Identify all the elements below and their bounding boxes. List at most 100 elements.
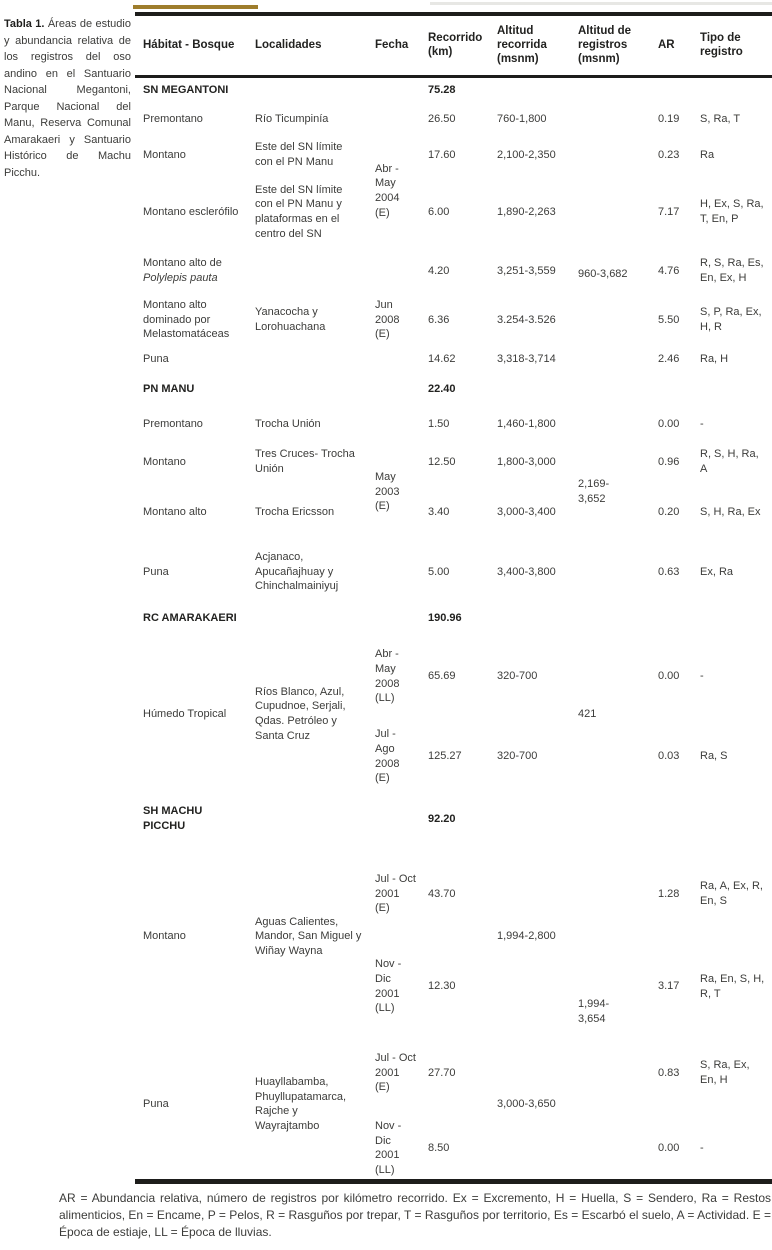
cell-habitat: Premontano [143, 417, 203, 430]
cell-tipo-registro: - [700, 670, 704, 683]
cell-habitat: SN MEGANTONI [143, 84, 229, 97]
cell-tipo-registro: S, P, Ra, Ex, H, R [700, 306, 762, 333]
section-row: PN MANU 22.40 [135, 372, 772, 406]
cell-localidades [247, 346, 367, 372]
table-row: Montano esclerófilo Este del SN límite c… [135, 176, 772, 280]
col-header-habitat: Hábitat - Bosque [143, 39, 235, 52]
cell-tipo-registro: H, Ex, S, Ra, T, En, P [700, 198, 764, 225]
cell-fecha [367, 248, 420, 294]
cell-tipo-registro: Ra, S [700, 750, 728, 763]
data-table: Hábitat - Bosque Localidades Fecha Recor… [135, 12, 772, 1185]
cell-habitat: Premontano [143, 112, 203, 125]
header-row: Hábitat - Bosque Localidades Fecha Recor… [135, 14, 772, 76]
cell-recorrido: 65.69 [428, 670, 456, 683]
cell-recorrido: 75.28 [428, 84, 456, 97]
cell-habitat: Montano esclerófilo [143, 205, 239, 218]
table-row: Puna 14.62 3,318-3,714 2.46 Ra, H [135, 346, 772, 372]
cell-altitud-recorrida: 320-700 [497, 670, 538, 683]
cell-ar: 1.28 [658, 887, 680, 900]
cell-ar: 0.20 [658, 505, 680, 518]
cell-altitud-recorrida: 3,000-3,650 [497, 1097, 556, 1110]
cell-altitud-registros [570, 406, 650, 442]
cell-ar: 0.03 [658, 750, 680, 763]
cell-tipo-registro: R, S, Ra, Es, En, Ex, H [700, 257, 764, 284]
cell-ar: 2.46 [658, 352, 680, 365]
cell-tipo-registro: S, Ra, T [700, 112, 741, 125]
cell-fecha [367, 104, 420, 134]
cell-ar: 3.17 [658, 980, 680, 993]
cell-altitud-recorrida: 1,890-2,263 [497, 205, 556, 218]
cell-altitud-recorrida: 3,318-3,714 [497, 352, 556, 365]
cell-recorrido: 6.36 [428, 313, 450, 326]
cell-fecha: Abr - May 2008 (LL) [375, 648, 400, 705]
section-row: SN MEGANTONI 75.28 [135, 76, 772, 104]
cell-habitat: PN MANU [143, 382, 195, 395]
col-header-fecha: Fecha [375, 39, 409, 52]
cell-altitud-recorrida: 3,000-3,400 [497, 505, 556, 518]
cell-habitat: Montano alto [143, 505, 207, 518]
table-row: Húmedo Tropical Ríos Blanco, Azul, Cupud… [135, 634, 772, 741]
cell-ar: 0.23 [658, 148, 680, 161]
cell-ar: 5.50 [658, 313, 680, 326]
cell-altitud-recorrida: 3.254-3.526 [497, 313, 556, 326]
caption-text: Áreas de estudio y abundancia relativa d… [4, 18, 131, 179]
cell-ar: 0.00 [658, 417, 680, 430]
cell-ar: 4.76 [658, 264, 680, 277]
cell-tipo-registro: Ra, En, S, H, R, T [700, 972, 765, 1000]
table-row: Nov - Dic 2001 (LL) 8.50 0.00 - [135, 1117, 772, 1182]
cell-fecha: May 2003 (E) [375, 471, 400, 513]
cell-tipo-registro: R, S, H, Ra, A [700, 448, 759, 475]
cell-tipo-registro: S, H, Ra, Ex [700, 505, 761, 518]
table-row: Premontano Trocha Unión 1.50 1,460-1,800… [135, 406, 772, 442]
cell-ar: 0.00 [658, 1141, 680, 1154]
table-row: Montano alto de Polylepis pauta 4.20 3,2… [135, 248, 772, 294]
cell-habitat: SH MACHU PICCHU [143, 805, 203, 832]
cell-fecha: Jul - Oct 2001 (E) [375, 873, 416, 915]
cell-tipo-registro: Ex, Ra [700, 565, 734, 578]
cell-habitat: Montano [143, 930, 186, 943]
cell-ar: 0.96 [658, 455, 680, 468]
cell-altitud-registros [570, 104, 650, 134]
cell-recorrido: 1.50 [428, 417, 450, 430]
cell-habitat: Puna [143, 1097, 169, 1110]
cell-recorrido: 27.70 [428, 1066, 456, 1079]
accent-rule [133, 5, 258, 9]
cell-fecha: Nov - Dic 2001 (LL) [375, 1120, 402, 1176]
cell-localidades: Yanacocha y Lorohuachana [255, 306, 326, 333]
cell-localidades: Aguas Calientes, Mandor, San Miguel y Wi… [255, 915, 362, 957]
table-row: Nov - Dic 2001 (LL) 12.30 3.17 Ra, En, S… [135, 944, 772, 1029]
cell-tipo-registro: - [700, 1141, 704, 1154]
table-caption: Tabla 1. Áreas de estudio y abundancia r… [4, 16, 131, 181]
cell-localidades: Trocha Unión [255, 417, 321, 430]
cell-habitat: Montano alto de Polylepis pauta [143, 257, 222, 284]
cell-recorrido: 17.60 [428, 148, 456, 161]
cell-recorrido: 26.50 [428, 112, 456, 125]
cell-altitud-registros [570, 542, 650, 602]
table-row: Puna Acjanaco, Apucañajhuay y Chinchalma… [135, 542, 772, 602]
cell-altitud-registros: 2,169-3,652 [578, 478, 610, 505]
cell-ar: 7.17 [658, 205, 680, 218]
table-row: Montano Este del SN límite con el PN Man… [135, 134, 772, 218]
cell-localidades: Acjanaco, Apucañajhuay y Chinchalmainiyu… [255, 551, 339, 593]
caption-label: Tabla 1. [4, 18, 45, 30]
col-header-recorrido: Recorrido (km) [428, 31, 483, 59]
cell-ar: 0.19 [658, 112, 680, 125]
table-row: Puna Huayllabamba, Phuyllupatamarca, Raj… [135, 1029, 772, 1131]
cell-ar: 0.63 [658, 565, 680, 578]
cell-altitud-recorrida: 320-700 [497, 750, 538, 763]
cell-altitud-recorrida: 2,100-2,350 [497, 148, 556, 161]
table-row: Montano alto Trocha Ericsson 3.40 3,000-… [135, 482, 772, 542]
cell-recorrido: 125.27 [428, 750, 462, 763]
cell-localidades: Río Ticumpinía [255, 112, 329, 125]
cell-localidades: Tres Cruces- Trocha Unión [255, 448, 355, 475]
cell-ar: 0.83 [658, 1066, 680, 1079]
cell-recorrido: 5.00 [428, 565, 450, 578]
cell-recorrido: 190.96 [428, 611, 462, 624]
cell-recorrido: 3.40 [428, 505, 450, 518]
cell-altitud-recorrida: 3,251-3,559 [497, 264, 556, 277]
cell-recorrido: 12.30 [428, 980, 456, 993]
cell-recorrido: 8.50 [428, 1141, 450, 1154]
cell-fecha [367, 406, 420, 442]
table-row: Montano Tres Cruces- Trocha Unión May 20… [135, 442, 772, 512]
cell-fecha: Jul - Oct 2001 (E) [375, 1052, 416, 1094]
